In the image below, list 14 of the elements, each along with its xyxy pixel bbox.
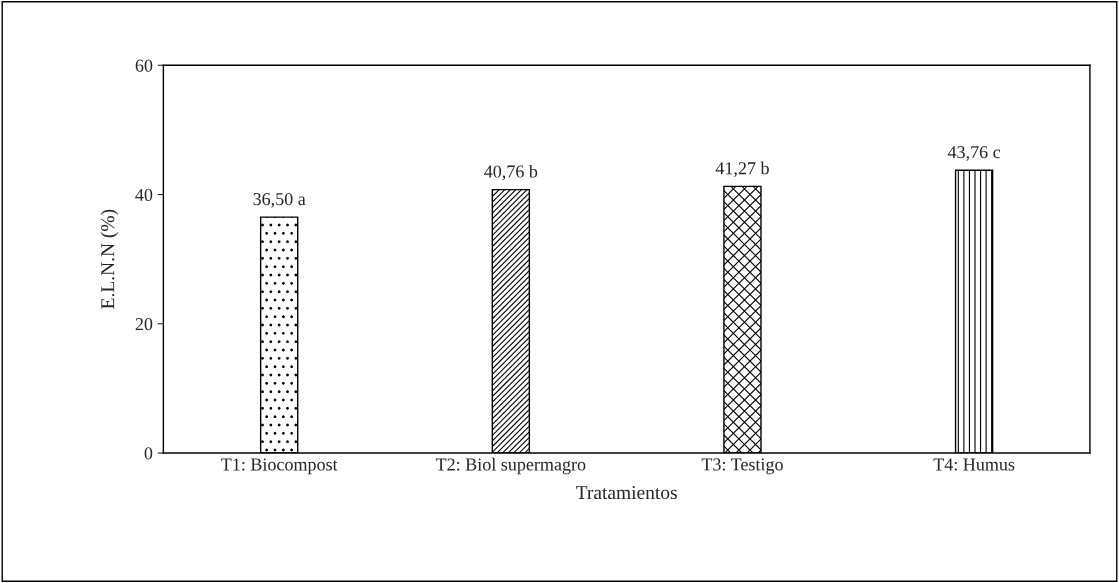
x-tick-label: T1: Biocompost xyxy=(221,458,338,475)
y-tick-label: 40 xyxy=(135,188,153,201)
y-tick-label: 20 xyxy=(135,318,153,331)
x-axis-title: Tratamientos xyxy=(576,486,677,500)
y-tick-label: 0 xyxy=(144,447,153,460)
y-axis-title: E.L.N.N (%) xyxy=(100,209,119,309)
x-tick-label: T4: Humus xyxy=(933,458,1015,471)
y-tick-label: 60 xyxy=(135,59,153,72)
data-label: 40,76 b xyxy=(484,164,538,181)
x-tick-label: T2: Biol supermagro xyxy=(435,457,586,475)
data-label: 41,27 b xyxy=(715,161,769,177)
x-tick-label: T3: Testigo xyxy=(701,458,783,475)
data-label: 36,50 a xyxy=(253,192,306,208)
data-label: 43,76 c xyxy=(947,146,1001,161)
